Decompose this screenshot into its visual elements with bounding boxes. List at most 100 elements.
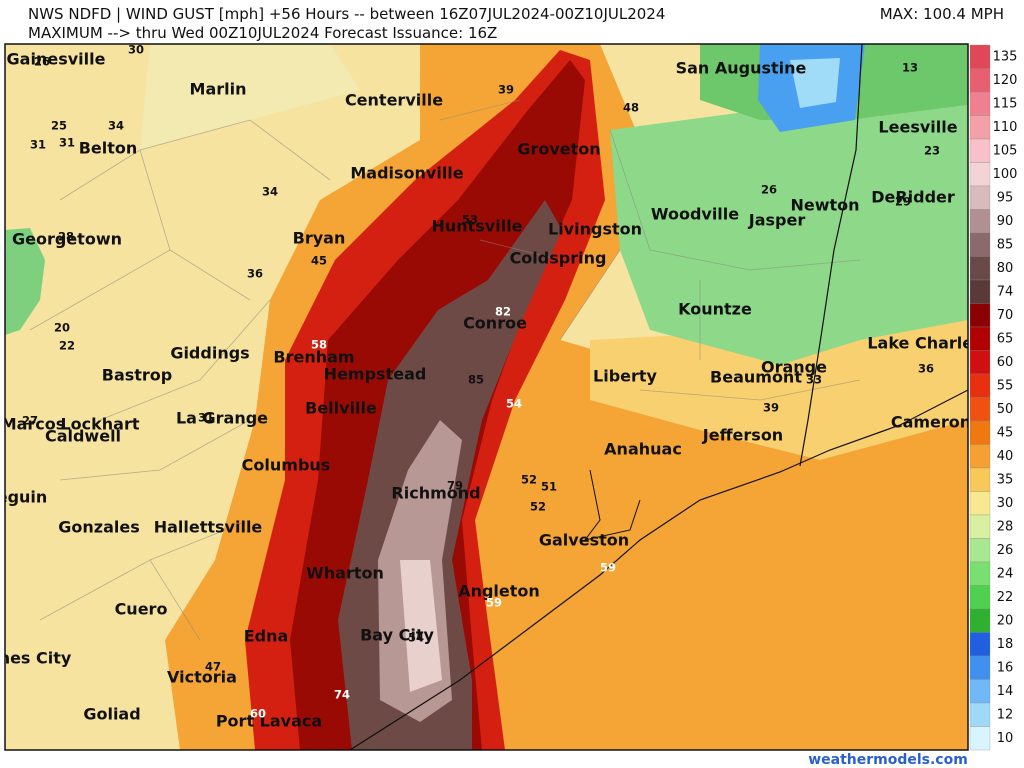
- city-label: Leesville: [878, 118, 957, 137]
- city-label: Marcos: [1, 415, 66, 434]
- header-line-2: MAXIMUM --> thru Wed 00Z10JUL2024 Foreca…: [28, 24, 497, 42]
- city-label: eguin: [0, 488, 47, 507]
- city-label: Livingston: [548, 220, 642, 239]
- city-label: Galveston: [539, 531, 629, 550]
- gust-value: 47: [205, 660, 221, 674]
- city-label: Jasper: [748, 211, 806, 230]
- gust-value: 59: [486, 596, 502, 610]
- colorbar-swatch: [969, 632, 991, 657]
- header-line-1: NWS NDFD | WIND GUST [mph] +56 Hours -- …: [28, 5, 665, 23]
- gust-value: 36: [918, 362, 934, 376]
- city-label: Caldwell: [45, 427, 121, 446]
- gust-value: 53: [462, 213, 478, 227]
- gust-value: 82: [495, 305, 511, 319]
- city-label: Marlin: [190, 80, 247, 99]
- colorbar-swatch: [969, 467, 991, 492]
- colorbar-swatch: [969, 326, 991, 351]
- gust-value: 29: [895, 195, 911, 209]
- city-label: La Grange: [176, 409, 268, 428]
- city-label: Hallettsville: [154, 518, 263, 537]
- city-label: Groveton: [517, 140, 600, 159]
- colorbar-swatch: [969, 138, 991, 163]
- city-label: Coldspring: [510, 249, 607, 268]
- map: Gainesville Marlin Centerville San Augustin…: [0, 43, 982, 750]
- colorbar-swatch: [969, 444, 991, 469]
- gust-value: 27: [22, 414, 38, 428]
- colorbar-swatch: [969, 491, 991, 516]
- colorbar-label: 115: [993, 96, 1018, 111]
- shade-region: [140, 44, 360, 150]
- bay-outline: [583, 469, 641, 541]
- gust-value: 30: [128, 43, 144, 57]
- colorbar-label: 20: [997, 613, 1014, 628]
- colorbar-swatch: [969, 679, 991, 704]
- gust-value: 59: [600, 561, 616, 575]
- colorbar-label: 12: [997, 707, 1014, 722]
- gust-value: 28: [58, 230, 74, 244]
- colorbar-swatch: [969, 68, 991, 93]
- state-border: [799, 44, 863, 467]
- colorbar-swatch: [969, 397, 991, 422]
- colorbar-label: 65: [997, 331, 1014, 346]
- gust-value: 52: [530, 500, 546, 514]
- city-label: Hempstead: [324, 365, 427, 384]
- colorbar-swatch: [969, 538, 991, 563]
- city-label: Anahuac: [604, 440, 682, 459]
- gust-value: 52: [521, 473, 537, 487]
- map-frame: [4, 43, 969, 751]
- colorbar-label: 85: [997, 237, 1014, 252]
- colorbar-label: 18: [997, 637, 1014, 652]
- colorbar-label: 24: [997, 566, 1014, 581]
- colorbar-label: 55: [997, 378, 1014, 393]
- colorbar-swatch: [969, 256, 991, 281]
- city-label: Bellville: [305, 399, 377, 418]
- city-label: Lake Charles: [867, 334, 982, 353]
- colorbar-swatch: [969, 279, 991, 304]
- city-label: Georgetown: [12, 230, 122, 249]
- county-lines: [29, 99, 861, 641]
- gust-value: 39: [498, 83, 514, 97]
- city-label: Kountze: [678, 300, 752, 319]
- gust-value: 26: [761, 183, 777, 197]
- city-label: nes City: [0, 649, 72, 668]
- header-max: MAX: 100.4 MPH: [880, 5, 1004, 23]
- colorbar-label: 100: [993, 167, 1018, 182]
- city-label: Gonzales: [58, 518, 139, 537]
- colorbar-label: 74: [997, 284, 1014, 299]
- city-label: Edna: [244, 627, 289, 646]
- city-label: Centerville: [345, 91, 443, 110]
- gust-value: 39: [763, 401, 779, 415]
- footer-credit: weathermodels.com: [808, 752, 968, 768]
- city-label: Woodville: [651, 205, 739, 224]
- city-label: Cuero: [115, 600, 168, 619]
- gust-value: 54: [408, 631, 424, 645]
- colorbar-swatch: [969, 350, 991, 375]
- city-label: Conroe: [463, 314, 527, 333]
- city-label: Port Lavaca: [216, 712, 322, 731]
- colorbar-label: 90: [997, 214, 1014, 229]
- colorbar-label: 50: [997, 402, 1014, 417]
- gust-value: 60: [250, 707, 266, 721]
- gust-value: 34: [108, 119, 124, 133]
- colorbar-swatch: [969, 209, 991, 234]
- labels: Gainesville Marlin Centerville San Augustin…: [0, 43, 982, 731]
- colorbar-label: 35: [997, 472, 1014, 487]
- gust-value: 33: [806, 373, 822, 387]
- colorbar-label: 10: [997, 731, 1014, 746]
- shade-region: [790, 58, 840, 108]
- colorbar-label: 110: [993, 120, 1018, 135]
- gust-value: 54: [506, 397, 522, 411]
- colorbar-swatch: [969, 702, 991, 727]
- gust-value: 79: [447, 479, 463, 493]
- shade-region: [400, 560, 442, 692]
- city-label: Liberty: [593, 367, 658, 386]
- city-label: San Augustine: [676, 59, 807, 78]
- city-label: Columbus: [242, 456, 331, 475]
- colorbar-swatch: [969, 561, 991, 586]
- colorbar-swatch: [969, 373, 991, 398]
- city-label: Brenham: [273, 348, 354, 367]
- colorbar-label: 135: [993, 49, 1018, 64]
- city-label: Orange: [761, 358, 827, 377]
- colorbar: 135 120 115 110 105 100 95 90 85 80 74 70 65 60 55 50 45…: [969, 44, 1018, 751]
- colorbar-swatch: [969, 514, 991, 539]
